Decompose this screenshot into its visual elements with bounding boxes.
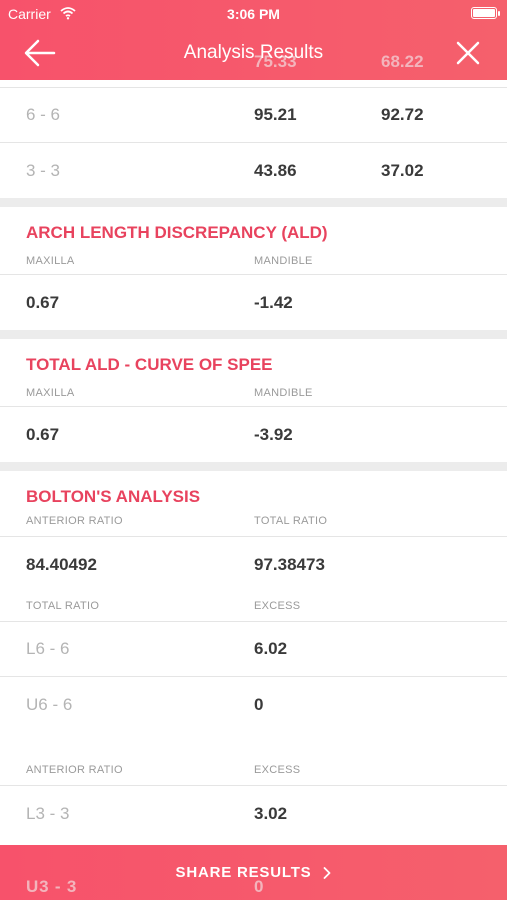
column-header: TOTAL RATIO <box>26 600 100 612</box>
column-header: ANTERIOR RATIO <box>26 764 123 776</box>
table-row: 0.67 -1.42 <box>0 275 507 330</box>
scrolled-value-behind: U3 - 3 <box>26 877 78 896</box>
mandible-value: -3.92 <box>254 424 293 444</box>
column-headers: TOTAL RATIO EXCESS <box>0 592 507 622</box>
column-headers: ANTERIOR RATIO TOTAL RATIO <box>0 511 507 537</box>
section-title-total-ald: TOTAL ALD - CURVE OF SPEE <box>26 355 273 374</box>
table-row: 6 - 6 95.21 92.72 <box>0 88 507 143</box>
row-label: L6 - 6 <box>26 639 70 658</box>
row-value: 37.02 <box>381 160 424 180</box>
row-value: 95.21 <box>254 105 297 124</box>
chevron-right-icon <box>324 866 331 879</box>
anterior-ratio-value: 84.40492 <box>26 554 97 574</box>
row-value: 92.72 <box>381 105 424 124</box>
row-value: 0 <box>254 694 264 714</box>
back-arrow-icon[interactable] <box>24 38 56 68</box>
column-header: EXCESS <box>254 600 301 612</box>
column-header: EXCESS <box>254 764 301 776</box>
mandible-value: -1.42 <box>254 292 293 312</box>
nav-header: 75.33 68.22 Carrier 3:06 PM Analysis Res… <box>0 0 507 80</box>
scrolled-value-behind: 68.22 <box>381 52 424 71</box>
section-title-bolton: BOLTON'S ANALYSIS <box>26 487 201 506</box>
row-label: L3 - 3 <box>26 803 70 823</box>
column-header: MANDIBLE <box>254 255 313 267</box>
column-headers: MAXILLA MANDIBLE <box>0 249 507 275</box>
row-divider <box>0 80 507 88</box>
table-row: 84.40492 97.38473 <box>0 537 507 592</box>
maxilla-value: 0.67 <box>26 292 60 312</box>
column-headers: ANTERIOR RATIO EXCESS <box>0 764 507 786</box>
row-value: 6.02 <box>254 639 288 658</box>
column-headers: MAXILLA MANDIBLE <box>0 381 507 407</box>
battery-icon <box>471 7 500 19</box>
table-row: 0.67 -3.92 <box>0 407 507 462</box>
column-header: MAXILLA <box>26 255 75 267</box>
row-value: 43.86 <box>254 160 297 180</box>
column-header: MANDIBLE <box>254 387 313 399</box>
share-results-button[interactable]: U3 - 3 0 SHARE RESULTS <box>0 845 507 900</box>
share-results-label: SHARE RESULTS <box>175 864 312 881</box>
spacer <box>0 732 507 764</box>
row-label: U6 - 6 <box>26 694 73 714</box>
row-label: 3 - 3 <box>26 160 61 180</box>
table-row: L3 - 3 3.02 <box>0 786 507 841</box>
column-header: ANTERIOR RATIO <box>26 515 123 527</box>
section-title-ald: ARCH LENGTH DISCREPANCY (ALD) <box>26 223 328 242</box>
status-bar: Carrier 3:06 PM <box>0 0 507 28</box>
total-ratio-value: 97.38473 <box>254 554 325 574</box>
page-title: Analysis Results <box>183 42 324 63</box>
close-icon[interactable] <box>455 40 481 66</box>
carrier-label: Carrier <box>8 6 51 22</box>
row-label: 6 - 6 <box>26 105 61 124</box>
column-header: MAXILLA <box>26 387 75 399</box>
section-separator <box>0 462 507 471</box>
scrolled-value-behind: 75.33 <box>254 52 297 71</box>
table-row: L6 - 6 6.02 <box>0 622 507 677</box>
results-content: 6 - 6 95.21 92.72 3 - 3 43.86 37.02 ARCH… <box>0 80 507 841</box>
maxilla-value: 0.67 <box>26 424 60 444</box>
column-header: TOTAL RATIO <box>254 515 328 527</box>
section-separator <box>0 330 507 339</box>
status-time: 3:06 PM <box>227 6 280 22</box>
wifi-icon <box>60 7 76 20</box>
table-row: U6 - 6 0 <box>0 677 507 732</box>
row-value: 3.02 <box>254 803 288 823</box>
table-row: 3 - 3 43.86 37.02 <box>0 143 507 198</box>
section-separator <box>0 198 507 207</box>
scrolled-value-behind: 0 <box>254 877 265 896</box>
